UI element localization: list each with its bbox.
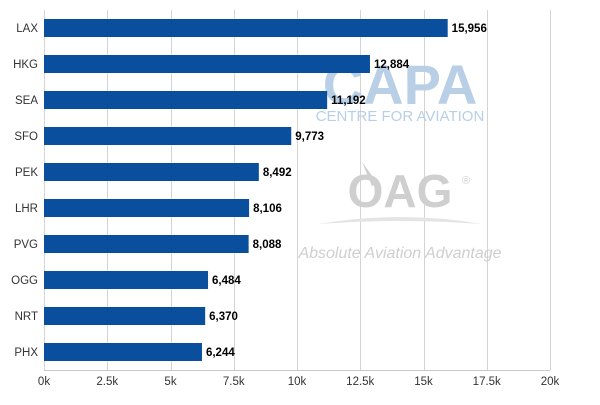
x-tick-label: 20k	[541, 376, 560, 388]
category-label-hkg: HKG	[13, 59, 38, 71]
value-label-hkg: 12,884	[374, 59, 410, 71]
x-tick-label: 2.5k	[96, 376, 118, 388]
value-label-lhr: 8,106	[253, 203, 282, 215]
value-labels: 15,956 12,884 11,192 9,773 8,492 8,106 8,088 6,…	[206, 23, 487, 359]
bar-sfo	[44, 127, 292, 145]
bar-sea	[44, 91, 328, 109]
bar-lhr	[44, 199, 250, 217]
bars	[44, 19, 448, 361]
category-label-sfo: SFO	[14, 131, 38, 143]
x-tick-label: 5k	[164, 376, 176, 388]
category-label-sea: SEA	[15, 95, 38, 107]
capa-subtitle-watermark: CENTRE FOR AVIATION	[316, 108, 485, 125]
x-tick-label: 0k	[38, 376, 50, 388]
value-label-nrt: 6,370	[209, 311, 238, 323]
category-label-ogg: OGG	[11, 275, 38, 287]
x-tick-label: 12.5k	[346, 376, 374, 388]
bar-phx	[44, 343, 202, 361]
value-label-ogg: 6,484	[212, 275, 241, 287]
bar-nrt	[44, 307, 206, 325]
bar-ogg	[44, 271, 209, 289]
category-label-pek: PEK	[15, 167, 38, 179]
category-label-lhr: LHR	[15, 203, 38, 215]
oag-registered-mark: ®	[462, 175, 470, 187]
x-tick-label: 10k	[288, 376, 307, 388]
value-label-sea: 11,192	[331, 95, 366, 107]
category-label-pvg: PVG	[14, 239, 38, 251]
value-label-phx: 6,244	[206, 347, 235, 359]
x-tick-label: 17.5k	[473, 376, 501, 388]
category-labels: LAX HKG SEA SFO PEK LHR PVG OGG NRT PHX	[11, 23, 38, 359]
value-label-pvg: 8,088	[253, 239, 282, 251]
bar-lax	[44, 19, 448, 37]
bar-pek	[44, 163, 259, 181]
bar-hkg	[44, 55, 370, 73]
value-label-sfo: 9,773	[295, 131, 324, 143]
oag-tagline-watermark: Absolute Aviation Advantage	[297, 245, 501, 262]
category-label-lax: LAX	[16, 23, 38, 35]
x-tick-labels: 0k 2.5k 5k 7.5k 10k 12.5k 15k 17.5k 20k	[38, 376, 560, 388]
oag-logo-emblem: OAG ®	[318, 162, 482, 224]
category-label-phx: PHX	[14, 347, 38, 359]
bar-pvg	[44, 235, 249, 253]
oag-logo-watermark: OAG	[348, 165, 453, 217]
oag-underline-shape	[318, 217, 482, 224]
value-label-pek: 8,492	[263, 167, 292, 179]
category-label-nrt: NRT	[15, 311, 38, 323]
value-label-lax: 15,956	[452, 23, 487, 35]
watermarks: CAPA CENTRE FOR AVIATION OAG ® Absolute …	[297, 53, 501, 262]
oag-swoosh-icon	[362, 162, 378, 186]
x-tick-label: 7.5k	[223, 376, 245, 388]
x-tick-label: 15k	[414, 376, 433, 388]
